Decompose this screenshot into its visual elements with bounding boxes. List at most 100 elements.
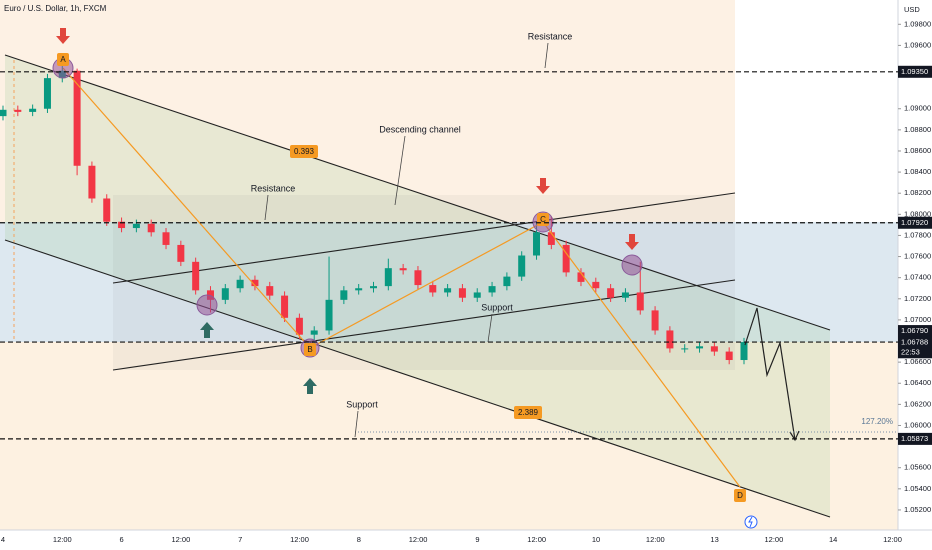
candle-body (621, 292, 629, 298)
fib-ratio: 0.393 (294, 147, 315, 156)
rising-zone (113, 195, 735, 370)
candle-body (251, 279, 259, 287)
y-tick-label: 1.09800 (904, 19, 931, 28)
y-tick-label: 1.07400 (904, 273, 931, 282)
y-tick-label: 1.07000 (904, 315, 931, 324)
x-tick-label: 7 (238, 535, 242, 544)
candle-body (444, 288, 452, 293)
y-tick-label: 1.08200 (904, 188, 931, 197)
point-label: B (307, 345, 312, 354)
pointer-lines (264, 42, 549, 438)
y-tick-label: 1.05600 (904, 463, 931, 472)
x-tick-label: 12:00 (765, 535, 784, 544)
candle-body (740, 342, 748, 361)
candle-body (88, 165, 96, 199)
fib-ratio: 2.389 (518, 408, 539, 417)
level-label: 1.06790 (901, 326, 928, 335)
y-tick-label: 1.09000 (904, 104, 931, 113)
channel-lines (4, 54, 831, 518)
annotation: Resistance (251, 183, 296, 193)
candle-body (577, 272, 585, 282)
candle-body (147, 223, 155, 233)
candle-body (43, 78, 51, 109)
x-tick-label: 12:00 (527, 535, 546, 544)
y-tick-label: 1.08400 (904, 167, 931, 176)
time-axis (0, 530, 898, 550)
last-time: 22:53 (901, 347, 920, 356)
candle-body (370, 286, 377, 289)
y-tick-label: 1.06600 (904, 357, 931, 366)
x-tick-label: 12:00 (290, 535, 309, 544)
level-label: 1.09350 (901, 67, 928, 76)
candle-body (162, 232, 170, 245)
last-price: 1.06788 (901, 337, 928, 346)
annotation: Support (346, 399, 378, 409)
fib-ratio-box (514, 406, 542, 419)
candle-body (295, 317, 303, 335)
down-arrows (56, 28, 639, 250)
zone-range (0, 222, 898, 342)
x-tick-label: 4 (1, 535, 5, 544)
last-price-box (898, 336, 932, 359)
y-tick-label: 1.05400 (904, 484, 931, 493)
y-tick-label: 1.08800 (904, 125, 931, 134)
candle-body (206, 290, 214, 300)
candle-body (73, 70, 81, 166)
candle-body (29, 108, 37, 112)
x-tick-label: 12:00 (409, 535, 428, 544)
projection (744, 307, 796, 441)
candle-body (651, 310, 659, 331)
candle-body (681, 348, 689, 350)
currency: USD (904, 5, 920, 14)
chart-title: Euro / U.S. Dollar, 1h, FXCM (4, 4, 107, 13)
candle-body (636, 292, 644, 311)
candle-body (281, 295, 289, 318)
candle-body (236, 279, 244, 289)
y-tick-label: 1.06400 (904, 378, 931, 387)
y-tick-label: 1.09600 (904, 40, 931, 49)
x-tick-label: 12:00 (53, 535, 72, 544)
candle-body (14, 109, 22, 112)
candle-body (325, 299, 333, 331)
candle-body (384, 268, 392, 287)
y-tick-label: 1.07600 (904, 252, 931, 261)
candle-body (592, 281, 600, 289)
annotation: Support (481, 302, 513, 312)
level-label: 1.05873 (901, 434, 928, 443)
candle-body (458, 288, 466, 298)
candle-body (488, 286, 496, 293)
x-tick-label: 12:00 (172, 535, 191, 544)
candle-body (473, 292, 481, 298)
candle-body (518, 255, 526, 277)
candles (0, 64, 748, 365)
candle-body (118, 221, 126, 229)
candle-body (0, 109, 7, 117)
x-tick-label: 13 (710, 535, 718, 544)
candle-body (696, 346, 704, 349)
event-icon (748, 516, 753, 528)
up-arrows (200, 322, 317, 394)
y-tick-label: 1.08600 (904, 146, 931, 155)
x-tick-label: 9 (475, 535, 479, 544)
candle-body (340, 290, 348, 300)
point-label: C (540, 215, 546, 224)
x-tick-label: 10 (592, 535, 600, 544)
level-label-box (898, 432, 932, 445)
x-tick-label: 14 (829, 535, 837, 544)
abcd-pattern (62, 67, 741, 488)
fib-extension-label: 127.20% (861, 417, 893, 426)
candle-body (310, 330, 318, 335)
level-label-box (898, 325, 932, 338)
level-label-box (898, 216, 932, 229)
candle-body (192, 261, 200, 291)
candle-body (429, 285, 437, 293)
candle-body (666, 330, 674, 349)
candle-body (725, 351, 733, 361)
annotation: Resistance (528, 31, 573, 41)
candle-body (177, 244, 185, 262)
annotation: Descending channel (379, 124, 461, 134)
candle-body (266, 286, 274, 296)
candle-body (132, 223, 140, 229)
y-tick-label: 1.08000 (904, 209, 931, 218)
